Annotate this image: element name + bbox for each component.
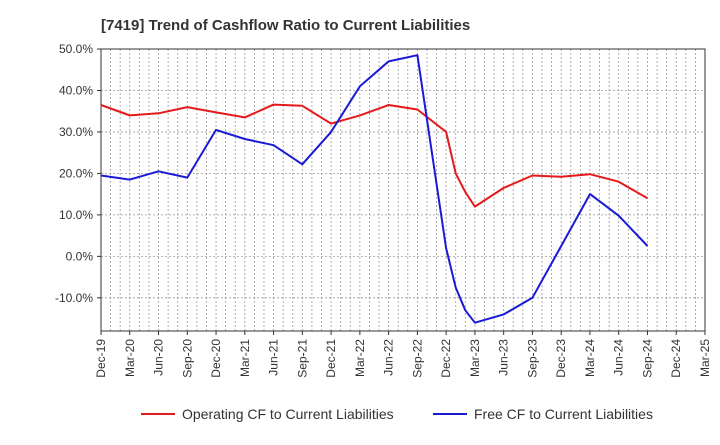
x-tick-label: Mar-25 [698, 339, 712, 377]
series-line-operating-cf [100, 103, 648, 208]
grid-layer [101, 49, 705, 331]
x-tick-label: Jun-22 [382, 339, 396, 376]
x-tick-label: Sep-23 [525, 339, 539, 378]
legend-label-free-cf: Free CF to Current Liabilities [474, 406, 653, 422]
legend-label-operating-cf: Operating CF to Current Liabilities [182, 406, 394, 422]
y-tick-label: 40.0% [59, 83, 93, 97]
x-tick-label: Mar-22 [353, 339, 367, 377]
y-tick-label: 20.0% [59, 166, 93, 180]
x-tick-label: Sep-24 [640, 339, 654, 378]
plot-area-border [100, 48, 706, 332]
x-tick-label: Sep-21 [295, 339, 309, 378]
x-tick-label: Jun-21 [267, 339, 281, 376]
chart-title: [7419] Trend of Cashflow Ratio to Curren… [101, 17, 470, 34]
x-tick-label: Dec-22 [439, 339, 453, 378]
x-tick-label: Jun-23 [497, 339, 511, 376]
x-tick-label: Dec-19 [94, 339, 108, 378]
x-tick-label: Mar-23 [468, 339, 482, 377]
legend: Operating CF to Current Liabilities Free… [141, 406, 653, 422]
x-tick-label: Dec-23 [554, 339, 568, 378]
series-line-free-cf [100, 54, 649, 324]
y-tick-label: 0.0% [66, 249, 94, 263]
y-tick-label: 10.0% [59, 208, 93, 222]
x-tick-label: Jun-20 [152, 339, 166, 376]
x-tick-label: Sep-20 [180, 339, 194, 378]
x-tick-label: Sep-22 [410, 339, 424, 378]
y-tick-label: -10.0% [55, 291, 93, 305]
series-layer [100, 54, 649, 324]
x-tick-label: Dec-21 [324, 339, 338, 378]
x-tick-label: Mar-20 [123, 339, 137, 377]
x-tick-label: Mar-24 [583, 339, 597, 377]
y-tick-label: 30.0% [59, 125, 93, 139]
x-tick-label: Dec-20 [209, 339, 223, 378]
x-axis-ticks: Dec-19 Mar-20 Jun-20 Sep-20 Dec-20 Mar-21 Jun-… [94, 331, 712, 378]
y-axis-ticks: 50.0% 40.0% 30.0% 20.0% 10.0% 0.0% -10.0% [55, 42, 101, 305]
x-tick-label: Mar-21 [238, 339, 252, 377]
y-tick-label: 50.0% [59, 42, 93, 56]
x-tick-label: Dec-24 [669, 339, 683, 378]
x-tick-label: Jun-24 [612, 339, 626, 376]
